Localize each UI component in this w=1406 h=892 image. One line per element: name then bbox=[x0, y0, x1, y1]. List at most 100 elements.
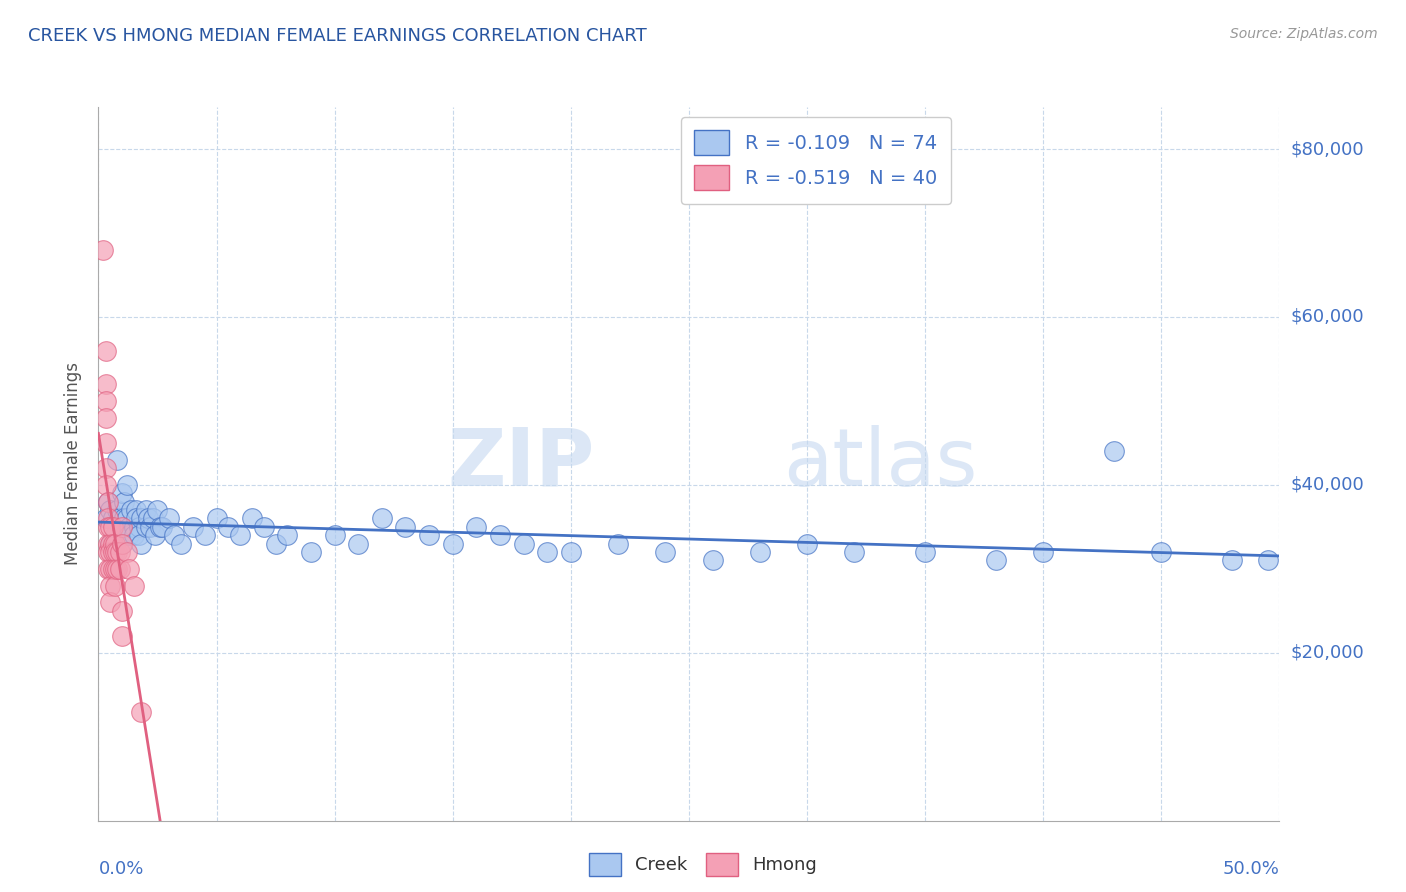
Point bbox=[607, 536, 630, 550]
Point bbox=[112, 511, 135, 525]
Point bbox=[122, 520, 145, 534]
Point bbox=[94, 393, 117, 408]
Point bbox=[181, 520, 204, 534]
Point bbox=[94, 461, 117, 475]
Point bbox=[796, 536, 818, 550]
Point bbox=[108, 545, 131, 559]
Point bbox=[111, 536, 134, 550]
Point bbox=[240, 511, 263, 525]
Point bbox=[418, 528, 440, 542]
Point bbox=[104, 578, 127, 592]
Point bbox=[1150, 545, 1173, 559]
Point bbox=[142, 511, 165, 525]
Point bbox=[101, 545, 124, 559]
Point bbox=[122, 528, 145, 542]
Point bbox=[512, 536, 534, 550]
Point bbox=[97, 562, 120, 576]
Point bbox=[135, 520, 157, 534]
Point bbox=[1102, 444, 1125, 458]
Point bbox=[105, 452, 128, 467]
Point bbox=[253, 520, 276, 534]
Point bbox=[163, 528, 186, 542]
Text: Source: ZipAtlas.com: Source: ZipAtlas.com bbox=[1230, 27, 1378, 41]
Text: $60,000: $60,000 bbox=[1291, 308, 1364, 326]
Point bbox=[323, 528, 346, 542]
Point bbox=[128, 520, 150, 534]
Point bbox=[205, 511, 228, 525]
Point bbox=[97, 494, 120, 508]
Point bbox=[111, 520, 134, 534]
Point bbox=[146, 503, 169, 517]
Point bbox=[98, 520, 121, 534]
Point bbox=[560, 545, 582, 559]
Text: $20,000: $20,000 bbox=[1291, 644, 1364, 662]
Point bbox=[94, 343, 117, 358]
Point bbox=[118, 520, 141, 534]
Point bbox=[98, 503, 121, 517]
Point bbox=[194, 528, 217, 542]
Point bbox=[276, 528, 298, 542]
Point bbox=[111, 486, 134, 500]
Point bbox=[101, 562, 124, 576]
Legend: R = -0.109   N = 74, R = -0.519   N = 40: R = -0.109 N = 74, R = -0.519 N = 40 bbox=[681, 117, 950, 203]
Point bbox=[125, 511, 148, 525]
Point bbox=[118, 562, 141, 576]
Point bbox=[135, 503, 157, 517]
Point bbox=[748, 545, 770, 559]
Point bbox=[229, 528, 252, 542]
Point bbox=[149, 520, 172, 534]
Point bbox=[157, 511, 180, 525]
Point bbox=[121, 503, 143, 517]
Y-axis label: Median Female Earnings: Median Female Earnings bbox=[65, 362, 83, 566]
Point bbox=[441, 536, 464, 550]
Point bbox=[914, 545, 936, 559]
Point bbox=[97, 520, 120, 534]
Text: atlas: atlas bbox=[783, 425, 977, 503]
Point bbox=[97, 511, 120, 525]
Point bbox=[94, 478, 117, 492]
Point bbox=[98, 562, 121, 576]
Point bbox=[143, 528, 166, 542]
Point bbox=[654, 545, 676, 559]
Point bbox=[264, 536, 287, 550]
Point bbox=[702, 553, 724, 567]
Point bbox=[112, 494, 135, 508]
Point bbox=[112, 528, 135, 542]
Point bbox=[217, 520, 239, 534]
Point bbox=[97, 494, 120, 508]
Point bbox=[118, 528, 141, 542]
Point bbox=[98, 536, 121, 550]
Point bbox=[94, 377, 117, 392]
Point bbox=[371, 511, 394, 525]
Point bbox=[111, 536, 134, 550]
Point bbox=[1257, 553, 1279, 567]
Point bbox=[129, 705, 152, 719]
Point bbox=[536, 545, 558, 559]
Point bbox=[105, 562, 128, 576]
Point bbox=[170, 536, 193, 550]
Text: $80,000: $80,000 bbox=[1291, 140, 1364, 158]
Point bbox=[105, 545, 128, 559]
Point bbox=[122, 578, 145, 592]
Point bbox=[394, 520, 416, 534]
Point bbox=[136, 511, 159, 525]
Point bbox=[104, 536, 127, 550]
Point bbox=[108, 511, 131, 525]
Point bbox=[984, 553, 1007, 567]
Point bbox=[97, 545, 120, 559]
Point bbox=[115, 511, 138, 525]
Point bbox=[129, 536, 152, 550]
Point bbox=[98, 545, 121, 559]
Point bbox=[150, 520, 173, 534]
Point bbox=[129, 511, 152, 525]
Point bbox=[128, 528, 150, 542]
Point bbox=[844, 545, 866, 559]
Point bbox=[108, 562, 131, 576]
Point bbox=[105, 503, 128, 517]
Point bbox=[1032, 545, 1054, 559]
Text: 0.0%: 0.0% bbox=[98, 860, 143, 878]
Point bbox=[94, 511, 117, 525]
Text: 50.0%: 50.0% bbox=[1223, 860, 1279, 878]
Point bbox=[104, 562, 127, 576]
Point bbox=[98, 536, 121, 550]
